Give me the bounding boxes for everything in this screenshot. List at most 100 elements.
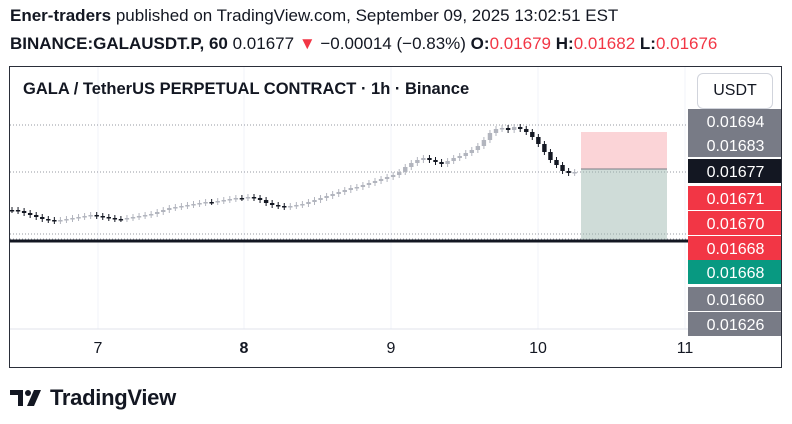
candle-body[interactable] [572,172,577,174]
take-profit-zone[interactable] [581,169,667,242]
candle-body[interactable] [493,129,499,133]
candle-body[interactable] [348,188,353,190]
candle-body[interactable] [82,216,87,218]
candle-body[interactable] [518,127,523,129]
candle-body[interactable] [142,215,148,217]
candle-body[interactable] [52,220,57,222]
candle-body[interactable] [463,153,468,156]
candle-body[interactable] [324,196,329,198]
candle-body[interactable] [76,217,81,219]
candle-body[interactable] [366,183,372,185]
candle-body[interactable] [560,165,565,171]
tradingview-logo-icon[interactable] [10,388,44,408]
candle-body[interactable] [40,217,45,219]
candle-body[interactable] [58,220,63,222]
candle-body[interactable] [499,128,505,130]
candle-body[interactable] [263,200,269,203]
candle-body[interactable] [409,163,414,167]
candle-body[interactable] [269,203,275,205]
candle-body[interactable] [282,206,287,208]
candle-body[interactable] [118,219,124,221]
candle-body[interactable] [197,203,202,205]
candle-body[interactable] [457,156,462,158]
candle-body[interactable] [130,217,136,219]
candle-body[interactable] [542,144,547,152]
candle-body[interactable] [209,202,214,204]
candle-body[interactable] [336,192,341,194]
candle-body[interactable] [397,172,402,175]
candle-body[interactable] [415,160,420,163]
candle-body[interactable] [94,215,99,217]
candle-body[interactable] [384,177,390,179]
candle-body[interactable] [155,212,160,214]
candle-body[interactable] [433,160,438,162]
candle-body[interactable] [64,219,69,221]
candle-body[interactable] [221,200,226,202]
candle-body[interactable] [34,215,39,217]
candle-body[interactable] [469,150,474,153]
candle-body[interactable] [112,218,118,220]
candle-body[interactable] [245,197,251,199]
candle-body[interactable] [179,206,184,208]
candle-body[interactable] [161,210,166,212]
candle-body[interactable] [191,204,196,206]
candle-body[interactable] [372,181,378,183]
candle-body[interactable] [185,205,190,207]
candle-body[interactable] [530,132,535,137]
candle-body[interactable] [88,215,93,217]
candle-body[interactable] [167,208,172,210]
candle-body[interactable] [306,202,311,204]
candle-body[interactable] [342,190,347,192]
candle-body[interactable] [566,171,571,173]
candle-body[interactable] [27,213,33,215]
candle-body[interactable] [227,199,232,201]
candle-body[interactable] [46,219,51,221]
candle-body[interactable] [451,158,456,161]
candle-body[interactable] [536,137,541,144]
candle-body[interactable] [136,216,142,218]
candle-body[interactable] [554,160,559,165]
author-name[interactable]: Ener-traders [10,6,112,25]
candle-body[interactable] [21,211,27,213]
candle-body[interactable] [445,161,450,164]
candle-body[interactable] [257,198,263,200]
candle-body[interactable] [276,205,281,207]
candle-body[interactable] [511,127,517,130]
candle-body[interactable] [475,146,481,150]
stop-loss-zone[interactable] [581,132,667,169]
candle-body[interactable] [439,162,444,164]
candle-body[interactable] [203,202,208,204]
candle-body[interactable] [124,218,130,220]
candle-body[interactable] [505,128,511,130]
candle-body[interactable] [318,198,323,200]
brand-name[interactable]: TradingView [50,385,176,410]
candle-body[interactable] [15,210,21,212]
candle-body[interactable] [233,198,239,200]
candle-body[interactable] [354,187,360,189]
candle-body[interactable] [10,210,15,212]
candle-body[interactable] [100,216,105,218]
candle-body[interactable] [148,214,154,216]
candle-body[interactable] [173,207,178,209]
candle-body[interactable] [300,204,305,206]
candle-body[interactable] [524,129,529,132]
candle-body[interactable] [106,217,111,219]
candle-body[interactable] [427,158,432,160]
candle-body[interactable] [251,197,257,199]
candle-body[interactable] [312,200,317,202]
candle-body[interactable] [294,205,299,207]
candle-body[interactable] [330,194,335,196]
candle-body[interactable] [70,218,75,220]
candle-body[interactable] [215,201,220,203]
candle-body[interactable] [548,152,553,160]
symbol-name[interactable]: BINANCE:GALAUSDT.P, 60 [10,34,228,53]
chart-canvas[interactable]: 0.01694 0.01683 0.01677 0.01671 0.01670 0.016… [10,67,782,368]
candle-body[interactable] [403,167,408,172]
candle-body[interactable] [360,185,366,187]
candle-body[interactable] [487,133,493,140]
candle-body[interactable] [288,206,293,208]
candle-body[interactable] [239,198,245,200]
candle-body[interactable] [421,158,426,160]
candle-body[interactable] [378,179,384,181]
currency-button[interactable]: USDT [697,73,773,109]
